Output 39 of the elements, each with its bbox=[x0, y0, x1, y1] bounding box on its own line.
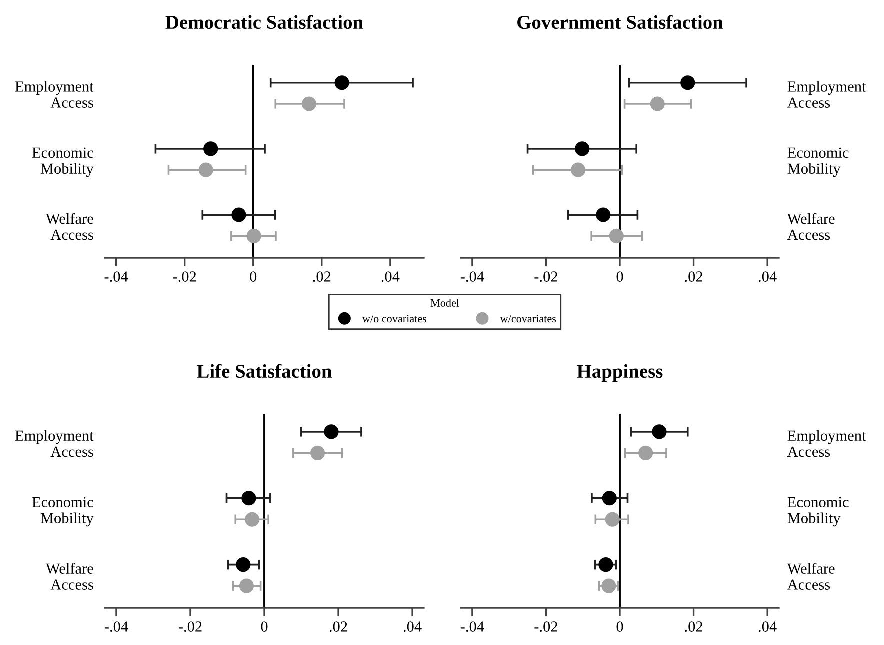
x-tick-label: -.04 bbox=[460, 272, 484, 282]
chart-title: Democratic Satisfaction bbox=[166, 15, 364, 30]
chart-title: Happiness bbox=[577, 364, 663, 382]
x-tick-label: 0 bbox=[616, 272, 624, 282]
y-tick-label: Economic Mobility bbox=[788, 148, 849, 178]
x-tick-label: -.02 bbox=[534, 622, 558, 632]
x-tick-label: .04 bbox=[759, 622, 777, 632]
legend-title: Model bbox=[430, 299, 460, 307]
x-tick-label: .04 bbox=[404, 622, 422, 632]
x-tick-label: -.02 bbox=[178, 622, 202, 632]
y-tick-label: Employment Access bbox=[787, 430, 866, 458]
x-tick-label: .02 bbox=[685, 622, 702, 632]
x-tick-label: -.02 bbox=[173, 272, 196, 282]
x-tick-label: 0 bbox=[616, 622, 624, 632]
y-tick-label: Employment Access bbox=[15, 81, 94, 108]
legend-label: w/o covariates bbox=[362, 315, 427, 323]
x-tick-label: .02 bbox=[685, 272, 702, 282]
x-tick-label: .04 bbox=[382, 272, 400, 282]
y-tick-label: Welfare Access bbox=[787, 563, 835, 590]
y-tick-label: Economic Mobility bbox=[32, 148, 94, 178]
x-tick-label: -.04 bbox=[104, 622, 128, 632]
x-tick-label: .02 bbox=[330, 622, 348, 632]
y-tick-label: Economic Mobility bbox=[788, 497, 849, 527]
x-tick-label: .04 bbox=[759, 272, 777, 282]
y-tick-label: Employment Access bbox=[15, 430, 94, 458]
chart-title: Government Satisfaction bbox=[518, 15, 724, 30]
x-tick-label: -.02 bbox=[534, 272, 558, 282]
y-tick-label: Welfare Access bbox=[46, 213, 94, 240]
x-tick-label: -.04 bbox=[104, 272, 128, 282]
x-tick-label: .02 bbox=[313, 272, 331, 282]
x-tick-label: 0 bbox=[250, 272, 257, 282]
legend-label: w/covariates bbox=[500, 315, 556, 323]
chart-title: Life Satisfaction bbox=[197, 364, 332, 378]
y-tick-label: Welfare Access bbox=[46, 563, 94, 590]
x-tick-label: -.04 bbox=[460, 622, 484, 632]
y-tick-label: Economic Mobility bbox=[32, 497, 94, 527]
x-tick-label: 0 bbox=[261, 622, 268, 632]
y-tick-label: Employment Access bbox=[787, 81, 866, 108]
y-tick-label: Welfare Access bbox=[787, 213, 835, 240]
